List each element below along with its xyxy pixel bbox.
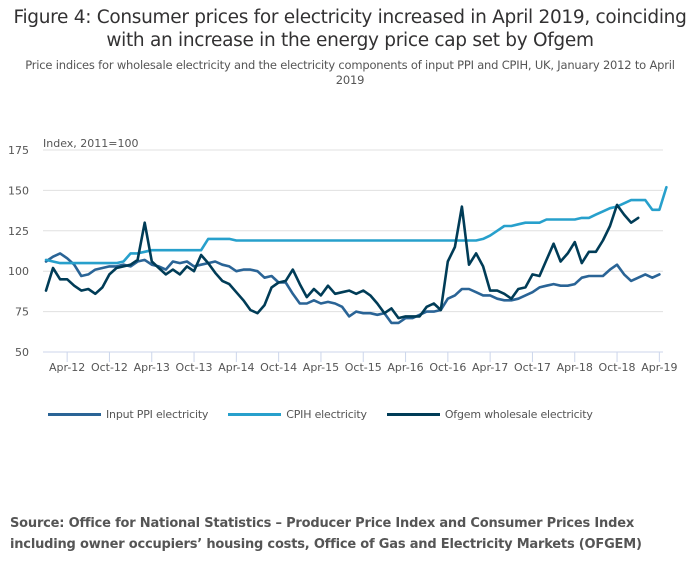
legend-label-cpih: CPIH electricity <box>286 408 367 421</box>
y-tick-label: 125 <box>8 225 29 238</box>
series-line-ofgem-wholesale-electricity[interactable] <box>44 203 640 320</box>
x-tick-label: Apr-18 <box>557 361 593 374</box>
x-tick-label: Oct-13 <box>176 361 213 374</box>
x-tick-label: Oct-12 <box>91 361 128 374</box>
x-tick-label: Oct-14 <box>260 361 297 374</box>
x-tick-label: Apr-19 <box>641 361 677 374</box>
x-axis: Apr-12 Oct-12 Apr-13 Oct-13 Apr-14 Oct-14 Apr-… <box>43 351 677 374</box>
legend-swatch-input-ppi <box>48 413 101 416</box>
y-tick-label: 50 <box>15 346 29 359</box>
legend-swatch-cpih <box>228 413 282 416</box>
x-tick-label: Oct-15 <box>345 361 382 374</box>
legend-swatch-ofgem <box>386 413 440 416</box>
legend-label-ofgem: Ofgem wholesale electricity <box>444 408 593 421</box>
x-tick-label: Apr-17 <box>472 361 508 374</box>
y-tick-label: 100 <box>8 265 29 278</box>
x-tick-label: Apr-16 <box>387 361 423 374</box>
x-tick-label: Apr-15 <box>303 361 339 374</box>
legend-label-input-ppi: Input PPI electricity <box>106 408 209 421</box>
chart-title: Figure 4: Consumer prices for electricit… <box>13 7 687 51</box>
x-tick-label: Oct-17 <box>514 361 551 374</box>
legend: Input PPI electricity CPIH electricity O… <box>48 408 613 421</box>
gridlines <box>43 149 663 313</box>
y-tick-label: 175 <box>8 144 29 157</box>
x-tick-label: Oct-18 <box>599 361 636 374</box>
series-line-input-ppi-electricity[interactable] <box>44 252 661 325</box>
legend-item-input-ppi[interactable]: Input PPI electricity <box>48 408 208 421</box>
chart-subtitle: Price indices for wholesale electricity … <box>25 58 675 87</box>
x-tick-label: Oct-16 <box>429 361 466 374</box>
x-tick-label: Apr-13 <box>134 361 170 374</box>
y-axis-title: Index, 2011=100 <box>43 137 138 150</box>
source-note: Source: Office for National Statistics –… <box>10 516 642 552</box>
y-tick-label: 75 <box>15 306 29 319</box>
y-axis-ticks: 50 75 100 125 150 175 <box>8 144 29 359</box>
legend-item-ofgem[interactable]: Ofgem wholesale electricity <box>386 408 593 421</box>
x-tick-label: Apr-12 <box>49 361 85 374</box>
series-lines <box>44 185 668 325</box>
x-tick-label: Apr-14 <box>218 361 254 374</box>
y-tick-label: 150 <box>8 184 29 197</box>
legend-item-cpih[interactable]: CPIH electricity <box>228 408 367 421</box>
line-chart: 50 75 100 125 150 175 Apr-12 Oct-12 Apr-13 Oct-1… <box>8 137 677 374</box>
